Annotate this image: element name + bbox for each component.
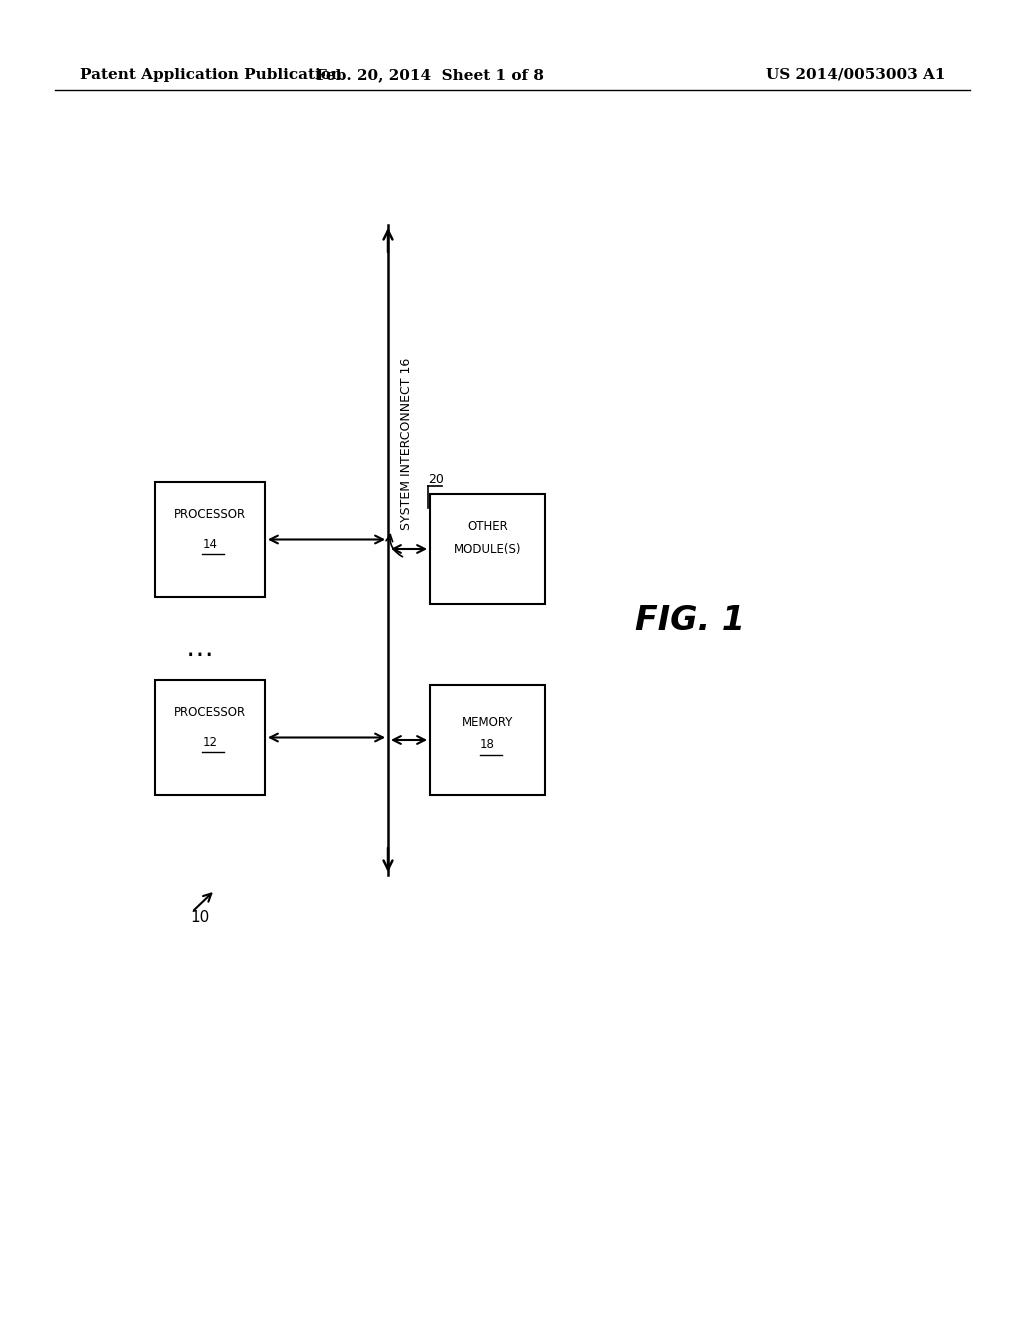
Bar xyxy=(155,482,265,597)
Text: PROCESSOR: PROCESSOR xyxy=(174,705,246,718)
Text: OTHER: OTHER xyxy=(467,520,508,532)
Text: MEMORY: MEMORY xyxy=(462,717,513,730)
Text: 18: 18 xyxy=(480,738,495,751)
Bar xyxy=(430,685,545,795)
Bar xyxy=(430,494,545,605)
Text: Feb. 20, 2014  Sheet 1 of 8: Feb. 20, 2014 Sheet 1 of 8 xyxy=(316,69,544,82)
Text: FIG. 1: FIG. 1 xyxy=(635,603,745,636)
Text: 10: 10 xyxy=(190,911,209,925)
Text: 20: 20 xyxy=(428,473,443,486)
Text: SYSTEM INTERCONNECT 16: SYSTEM INTERCONNECT 16 xyxy=(400,358,413,531)
Bar xyxy=(155,680,265,795)
Text: US 2014/0053003 A1: US 2014/0053003 A1 xyxy=(766,69,945,82)
Text: 14: 14 xyxy=(203,537,217,550)
Text: 12: 12 xyxy=(203,735,217,748)
Text: ⋯: ⋯ xyxy=(186,642,214,669)
Text: Patent Application Publication: Patent Application Publication xyxy=(80,69,342,82)
Text: PROCESSOR: PROCESSOR xyxy=(174,507,246,520)
Text: MODULE(S): MODULE(S) xyxy=(454,543,521,556)
